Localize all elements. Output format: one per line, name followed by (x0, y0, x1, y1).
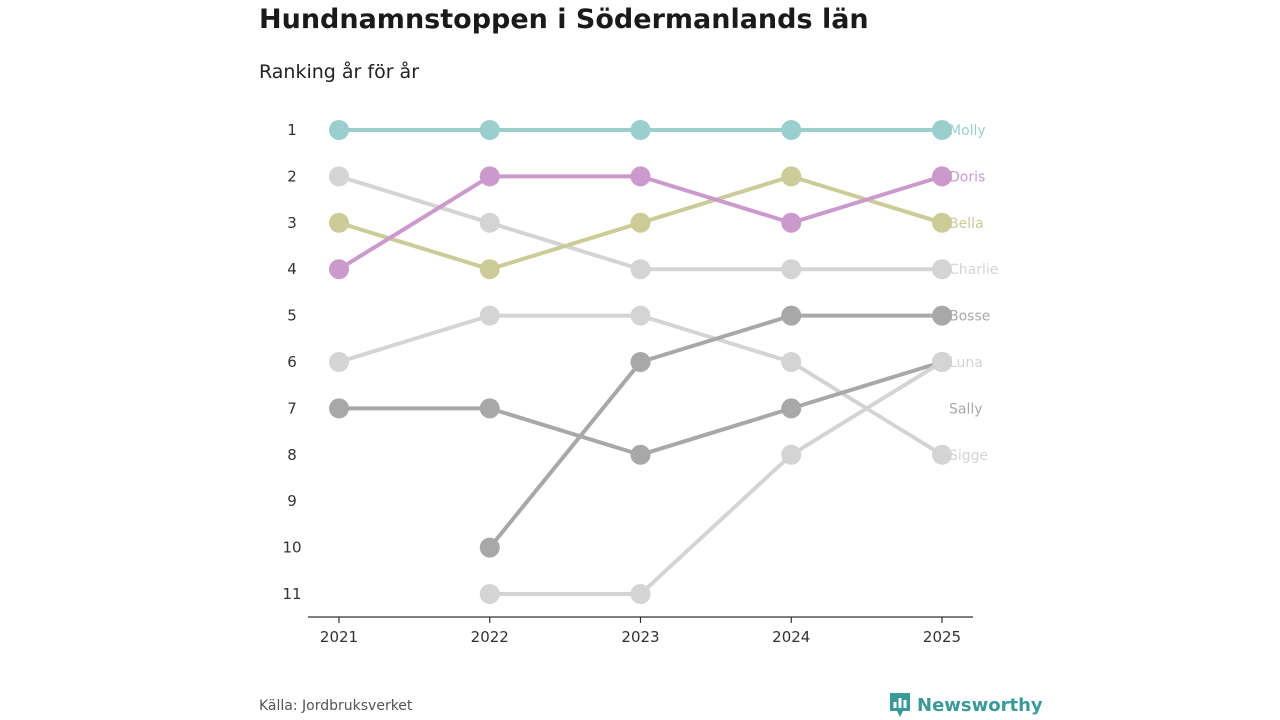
brand-logo[interactable]: Newsworthy (889, 692, 1043, 718)
point-bella[interactable] (630, 212, 651, 233)
point-molly[interactable] (479, 120, 500, 140)
series-line-sally (638, 406, 794, 457)
series-line-doris (638, 174, 794, 225)
point-bosse[interactable] (630, 352, 651, 372)
point-bosse[interactable] (781, 305, 802, 326)
series-line-sally (487, 406, 643, 457)
point-bella[interactable] (329, 212, 349, 233)
point-sally[interactable] (781, 398, 802, 419)
y-tick-label: 10 (282, 539, 301, 557)
point-charlie[interactable] (630, 259, 651, 280)
series-label-molly: Molly (949, 123, 986, 139)
point-bella[interactable] (932, 212, 952, 233)
y-tick-label: 5 (287, 307, 297, 325)
point-doris[interactable] (932, 166, 952, 187)
point-molly[interactable] (329, 120, 349, 140)
point-molly[interactable] (932, 120, 952, 140)
y-tick-label: 8 (287, 446, 297, 464)
point-luna[interactable] (630, 584, 651, 604)
point-sigge[interactable] (479, 305, 500, 326)
series-line-bella (487, 220, 643, 272)
series-label-charlie: Charlie (949, 262, 998, 278)
chart-subtitle: Ranking år för år (259, 61, 420, 83)
y-tick-label: 4 (287, 260, 297, 278)
series-line-doris (789, 174, 944, 225)
point-sigge[interactable] (630, 305, 651, 326)
point-molly[interactable] (630, 120, 651, 140)
point-charlie[interactable] (781, 259, 802, 280)
source-note: Källa: Jordbruksverket (259, 698, 413, 714)
y-tick-label: 11 (282, 585, 301, 603)
y-tick-label: 6 (287, 353, 297, 371)
series-label-sigge: Sigge (949, 448, 988, 464)
x-tick-label: 2023 (621, 628, 659, 646)
x-tick-label: 2024 (772, 628, 810, 646)
point-sigge[interactable] (932, 444, 952, 465)
y-tick-label: 2 (287, 167, 297, 185)
series-label-bella: Bella (949, 216, 984, 232)
point-doris[interactable] (329, 259, 349, 280)
x-tick-label: 2022 (471, 628, 509, 646)
series-line-luna (638, 452, 794, 596)
series-label-bosse: Bosse (949, 309, 990, 325)
series-line-bosse (487, 360, 643, 550)
series-line-doris (337, 174, 492, 272)
x-tick-label: 2025 (923, 628, 961, 646)
point-molly[interactable] (781, 120, 802, 140)
point-sigge[interactable] (781, 352, 802, 372)
point-sally[interactable] (630, 444, 651, 465)
point-bella[interactable] (479, 259, 500, 280)
point-bosse[interactable] (932, 305, 952, 326)
point-luna[interactable] (479, 584, 500, 604)
newsworthy-logo-icon (890, 693, 910, 717)
series-line-bella (337, 220, 492, 272)
x-axis-ticks: 2021 2022 2023 2024 2025 (320, 617, 961, 646)
point-bosse[interactable] (479, 537, 500, 558)
series-line-charlie (337, 174, 492, 225)
point-charlie[interactable] (479, 212, 500, 233)
series-line-sally (789, 360, 944, 411)
series-line-bosse (638, 313, 794, 364)
point-bella[interactable] (781, 166, 802, 187)
y-tick-label: 1 (287, 121, 297, 139)
series-label-doris: Doris (949, 169, 985, 185)
y-tick-label: 9 (287, 492, 297, 510)
y-tick-label: 7 (287, 399, 297, 417)
point-charlie[interactable] (932, 259, 952, 280)
point-doris[interactable] (479, 166, 500, 187)
series-line-luna (789, 360, 944, 457)
series-label-sally: Sally (949, 401, 983, 417)
chart-title: Hundnamnstoppen i Södermanlands län (259, 4, 869, 35)
point-doris[interactable] (630, 166, 651, 187)
point-doris[interactable] (781, 212, 802, 233)
point-sigge[interactable] (329, 352, 349, 372)
series-points (329, 120, 952, 604)
y-tick-label: 3 (287, 214, 297, 232)
series-label-luna: Luna (949, 355, 983, 371)
point-luna[interactable] (932, 352, 952, 372)
x-tick-label: 2021 (320, 628, 358, 646)
series-line-sigge (337, 313, 492, 364)
series-lines (337, 128, 944, 596)
series-labels: Molly Doris Bella Charlie Bosse Luna Sally Sigg… (949, 123, 998, 464)
y-axis-ticks: 1 2 3 4 5 6 7 8 9 10 11 (282, 121, 301, 603)
point-sally[interactable] (479, 398, 500, 419)
point-luna[interactable] (781, 444, 802, 465)
point-charlie[interactable] (329, 166, 349, 187)
point-sally[interactable] (329, 398, 349, 419)
brand-name: Newsworthy (917, 694, 1043, 716)
